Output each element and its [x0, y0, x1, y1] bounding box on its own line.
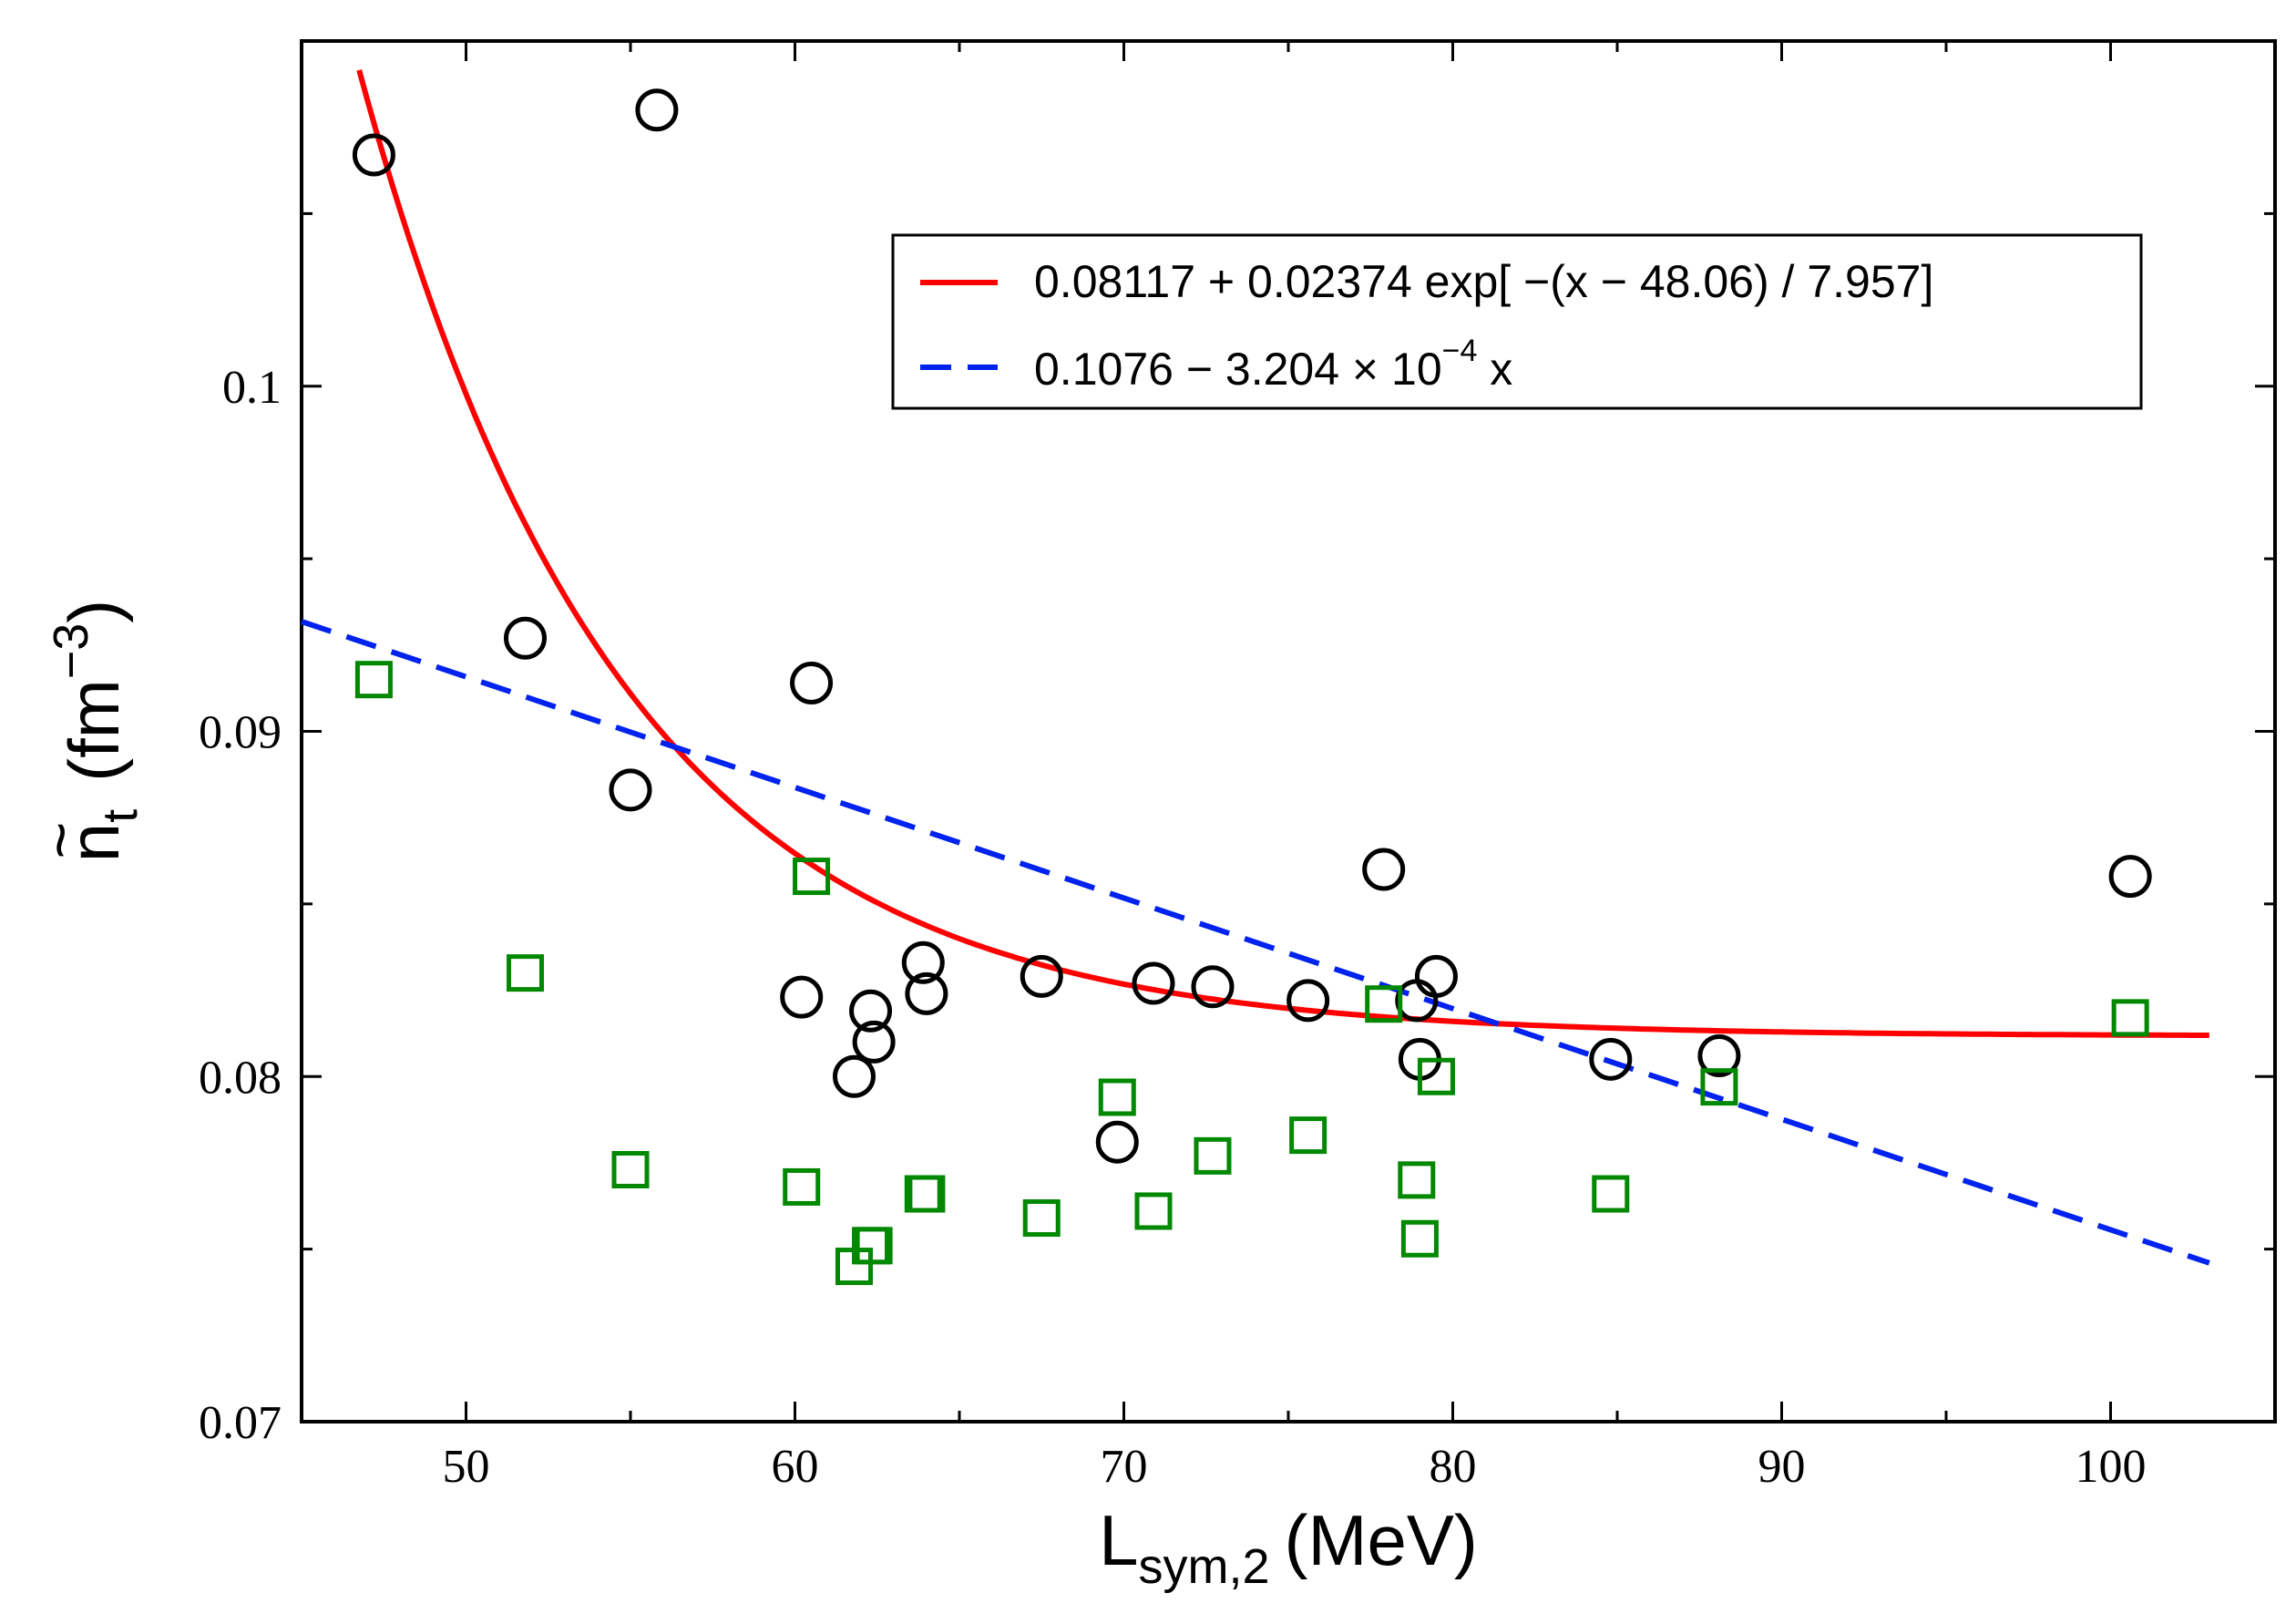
legend-label-lin: 0.1076 − 3.204 × 10−4 x — [1034, 334, 1512, 395]
circle-point — [1095, 1120, 1139, 1164]
x-tick-label: 80 — [1430, 1441, 1477, 1493]
x-tick-label: 90 — [1758, 1441, 1806, 1493]
legend-label-exp: 0.08117 + 0.02374 exp[ −(x − 48.06) / 7.… — [1034, 256, 1933, 307]
circle-point — [905, 971, 948, 1015]
circle-point — [1697, 1034, 1741, 1078]
x-tick-label: 70 — [1101, 1441, 1148, 1493]
circle-point — [790, 661, 834, 704]
square-point — [1417, 1057, 1455, 1095]
y-label-main: n — [54, 823, 134, 862]
x-label-sub: sym,2 — [1139, 1539, 1270, 1594]
legend: 0.08117 + 0.02374 exp[ −(x − 48.06) / 7.… — [891, 233, 2143, 410]
square-point — [1400, 1219, 1439, 1258]
x-tick-label: 60 — [772, 1441, 819, 1493]
circle-point — [1191, 965, 1235, 1009]
circle-point — [852, 1020, 896, 1064]
square-point — [354, 661, 393, 699]
x-tick-label: 50 — [443, 1441, 490, 1493]
linear-fit-line — [301, 619, 2210, 1266]
y-label-sub: t — [93, 809, 148, 823]
y-label-unit-open: (fm — [54, 679, 134, 782]
y-tick-label: 0.08 — [199, 1052, 282, 1104]
circle-point — [1362, 848, 1406, 891]
x-label-main: L — [1099, 1500, 1138, 1580]
legend-lin-exponent: −4 — [1442, 334, 1478, 368]
circle-point — [901, 940, 945, 984]
y-tick-label: 0.09 — [199, 707, 282, 759]
square-point — [1022, 1199, 1061, 1238]
y-label-unit-sup: −3 — [44, 623, 98, 680]
circle-point — [1020, 954, 1063, 998]
square-point — [1289, 1116, 1327, 1155]
x-axis-label: Lsym,2 (MeV) — [1099, 1500, 1478, 1594]
square-point — [506, 954, 544, 992]
circle-point — [849, 989, 893, 1033]
circle-point — [635, 88, 679, 132]
square-point — [611, 1151, 650, 1189]
circle-point — [1132, 961, 1175, 1005]
circle-point — [1589, 1037, 1633, 1081]
legend-box — [891, 233, 2143, 410]
square-point — [1098, 1078, 1136, 1116]
y-tick-label: 0.1 — [222, 362, 282, 414]
y-axis-label: nt (fm−3) ~ — [25, 600, 148, 863]
square-point — [783, 1167, 821, 1206]
square-point — [1134, 1192, 1173, 1230]
x-tick-label: 100 — [2076, 1441, 2147, 1493]
x-label-unit: (MeV) — [1285, 1500, 1478, 1580]
circle-point — [1414, 954, 1458, 998]
circle-point — [2108, 855, 2152, 899]
square-point — [855, 1227, 893, 1265]
square-point — [1700, 1068, 1738, 1106]
circle-point — [503, 616, 547, 660]
square-point — [1194, 1136, 1232, 1175]
y-label-unit-close: ) — [54, 600, 134, 623]
square-point — [2111, 999, 2149, 1037]
circle-point — [352, 133, 395, 177]
data-points — [352, 88, 2152, 1286]
square-point — [793, 858, 831, 896]
circle-point — [780, 975, 824, 1019]
svg-text:nt(fm−3): nt (fm−3) — [44, 600, 148, 863]
square-point — [1592, 1175, 1630, 1213]
square-point — [907, 1175, 946, 1213]
circle-point — [832, 1054, 876, 1098]
y-tick-label: 0.07 — [199, 1397, 282, 1449]
y-label-accent: ~ — [25, 822, 96, 859]
exponential-fit-line — [356, 69, 2209, 1038]
axis-tick-labels: 50 60 70 80 90 100 0.07 0.08 0.09 0.1 — [199, 362, 2147, 1493]
square-point — [1398, 1161, 1436, 1199]
axis-ticks — [300, 39, 2277, 1424]
legend-lin-suffix: x — [1477, 344, 1512, 395]
circle-point — [1286, 979, 1330, 1023]
square-point — [1365, 985, 1403, 1023]
circle-point — [609, 768, 652, 812]
legend-lin-prefix: 0.1076 − 3.204 × 10 — [1034, 344, 1442, 395]
